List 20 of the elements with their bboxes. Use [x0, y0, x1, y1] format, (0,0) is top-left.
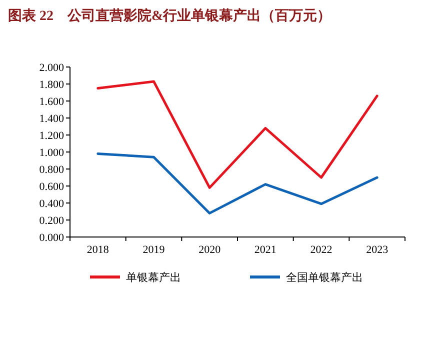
y-tick-label: 2.000 — [39, 62, 64, 74]
x-tick-label: 2020 — [198, 244, 222, 256]
x-tick-label: 2018 — [86, 244, 110, 256]
y-tick-label: 1.200 — [39, 130, 64, 142]
y-tick-label: 0.600 — [39, 181, 64, 193]
title: 图表 22 公司直营影院&行业单银幕产出（百万元） — [8, 9, 332, 24]
y-tick-label: 1.600 — [39, 96, 64, 108]
x-tick-label: 2022 — [310, 244, 332, 256]
y-tick-label: 0.800 — [39, 164, 64, 176]
y-tick-label: 0.400 — [39, 198, 64, 210]
x-tick-label: 2019 — [142, 244, 166, 256]
y-tick-label: 1.400 — [39, 113, 64, 125]
y-tick-label: 1.800 — [39, 79, 64, 91]
x-tick-label: 2021 — [254, 244, 276, 256]
legend-label: 单银幕产出 — [126, 271, 181, 284]
legend-label: 全国单银幕产出 — [286, 271, 363, 284]
y-tick-label: 0.000 — [39, 232, 64, 244]
y-tick-label: 1.000 — [39, 147, 64, 159]
x-tick-label: 2023 — [366, 244, 389, 256]
y-tick-label: 0.200 — [39, 215, 64, 227]
